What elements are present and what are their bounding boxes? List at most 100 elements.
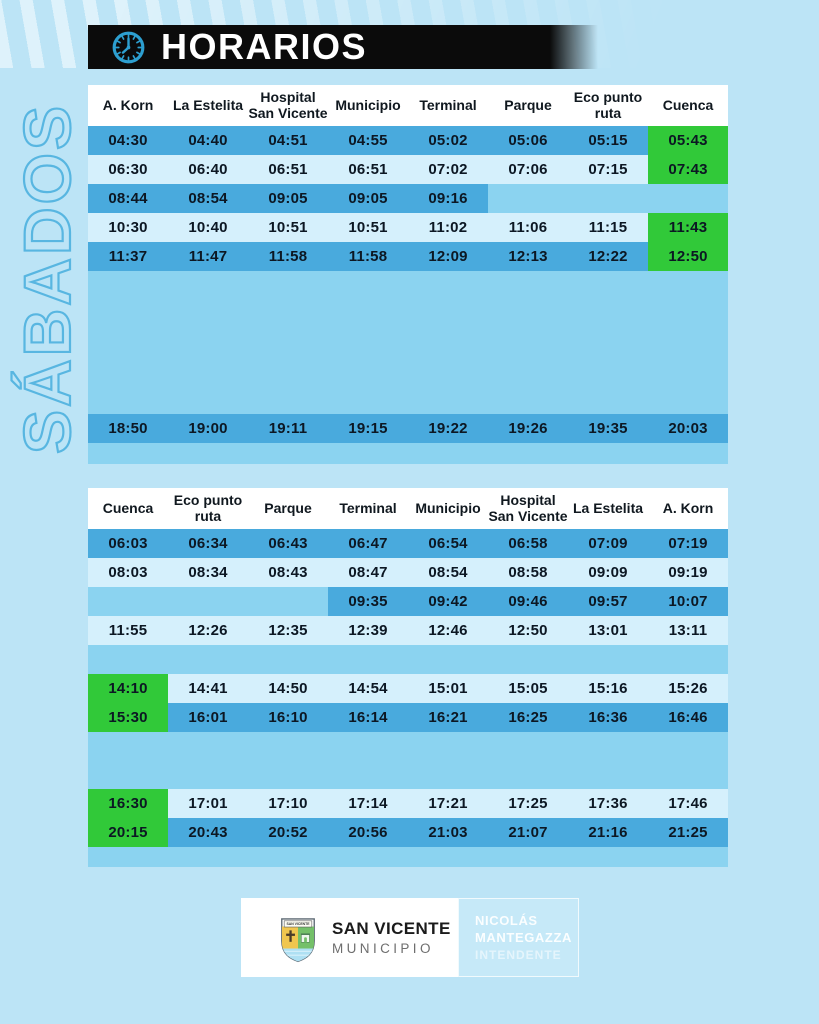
time-cell: 06:58	[488, 529, 568, 558]
mayor-first-name: NICOLÁS	[475, 913, 538, 929]
spacer-row	[88, 443, 728, 464]
time-cell: 09:19	[648, 558, 728, 587]
time-cell: 13:01	[568, 616, 648, 645]
time-cell: 07:15	[568, 155, 648, 184]
time-cell	[248, 587, 328, 616]
page-title: HORARIOS	[161, 26, 368, 67]
time-cell	[88, 587, 168, 616]
time-cell: 18:50	[88, 414, 168, 443]
spacer-row	[88, 847, 728, 867]
time-cell: 19:00	[168, 414, 248, 443]
time-cell: 17:01	[168, 789, 248, 818]
time-cell: 07:06	[488, 155, 568, 184]
time-cell: 16:14	[328, 703, 408, 732]
table-row: 08:03 08:34 08:43 08:47 08:54 08:58 09:09 09:19	[88, 558, 728, 587]
time-cell: 10:40	[168, 213, 248, 242]
time-cell: 12:46	[408, 616, 488, 645]
column-header: Hospital San Vicente	[488, 492, 568, 524]
time-cell: 04:30	[88, 126, 168, 155]
time-cell: 16:01	[168, 703, 248, 732]
time-cell: 09:05	[248, 184, 328, 213]
time-cell: 10:07	[648, 587, 728, 616]
time-cell: 11:58	[328, 242, 408, 271]
time-cell: 20:03	[648, 414, 728, 443]
column-header: A. Korn	[102, 96, 154, 113]
time-cell: 08:58	[488, 558, 568, 587]
time-cell: 07:19	[648, 529, 728, 558]
table-row: 10:30 10:40 10:51 10:51 11:02 11:06 11:15 11:43	[88, 213, 728, 242]
table-row: 06:03 06:34 06:43 06:47 06:54 06:58 07:09 07:19	[88, 529, 728, 558]
time-cell	[568, 184, 648, 213]
time-cell: 08:44	[88, 184, 168, 213]
time-cell: 09:57	[568, 587, 648, 616]
table-row: 04:30 04:40 04:51 04:55 05:02 05:06 05:15 05:43	[88, 126, 728, 155]
time-cell: 12:50	[488, 616, 568, 645]
column-header: Cuenca	[662, 96, 714, 113]
time-cell: 04:40	[168, 126, 248, 155]
time-cell: 06:03	[88, 529, 168, 558]
time-cell: 06:51	[248, 155, 328, 184]
time-cell: 08:54	[168, 184, 248, 213]
time-cell: 11:06	[488, 213, 568, 242]
spacer-row	[88, 645, 728, 674]
time-cell: 17:46	[648, 789, 728, 818]
time-cell: 20:43	[168, 818, 248, 847]
time-cell: 09:05	[328, 184, 408, 213]
time-cell: 11:43	[648, 213, 728, 242]
mayor-card: NICOLÁS MANTEGAZZA INTENDENTE	[458, 898, 579, 977]
time-cell: 12:13	[488, 242, 568, 271]
time-cell: 10:51	[248, 213, 328, 242]
table-row: 14:10 14:41 14:50 14:54 15:01 15:05 15:16 15:26	[88, 674, 728, 703]
time-cell	[168, 587, 248, 616]
table-row: 08:44 08:54 09:05 09:05 09:16	[88, 184, 728, 213]
column-header: Municipio	[335, 96, 401, 113]
column-header: La Estelita	[172, 96, 244, 113]
time-cell: 19:11	[248, 414, 328, 443]
time-cell: 11:47	[168, 242, 248, 271]
time-cell: 06:51	[328, 155, 408, 184]
time-cell: 17:10	[248, 789, 328, 818]
time-cell: 09:46	[488, 587, 568, 616]
column-header: Parque	[504, 96, 552, 113]
time-cell: 17:36	[568, 789, 648, 818]
time-cell: 09:09	[568, 558, 648, 587]
time-cell: 08:34	[168, 558, 248, 587]
time-cell: 11:55	[88, 616, 168, 645]
column-header: Municipio	[415, 499, 481, 516]
time-cell: 09:35	[328, 587, 408, 616]
time-cell: 09:16	[408, 184, 488, 213]
column-header: A. Korn	[662, 499, 714, 516]
time-cell: 11:15	[568, 213, 648, 242]
time-cell: 05:43	[648, 126, 728, 155]
municipal-crest-icon: SAN VICENTE	[281, 917, 315, 962]
time-cell: 06:34	[168, 529, 248, 558]
time-cell: 05:02	[408, 126, 488, 155]
time-cell: 21:03	[408, 818, 488, 847]
column-header: La Estelita	[572, 499, 644, 516]
column-header: Cuenca	[102, 499, 154, 516]
municipality-subtitle: MUNICIPIO	[332, 941, 434, 956]
table-row: 11:37 11:47 11:58 11:58 12:09 12:13 12:22 12:50	[88, 242, 728, 271]
table-header-row: Cuenca Eco punto ruta Parque Terminal Munici…	[88, 488, 728, 529]
column-header: Terminal	[419, 96, 477, 113]
time-cell: 20:52	[248, 818, 328, 847]
time-cell: 11:37	[88, 242, 168, 271]
time-cell: 05:15	[568, 126, 648, 155]
time-cell: 15:05	[488, 674, 568, 703]
time-cell: 08:43	[248, 558, 328, 587]
time-cell: 19:22	[408, 414, 488, 443]
time-cell: 06:47	[328, 529, 408, 558]
time-cell: 08:54	[408, 558, 488, 587]
table-row: 11:55 12:26 12:35 12:39 12:46 12:50 13:01 13:11	[88, 616, 728, 645]
time-cell: 06:54	[408, 529, 488, 558]
time-cell: 14:50	[248, 674, 328, 703]
time-cell: 20:56	[328, 818, 408, 847]
time-cell	[648, 184, 728, 213]
time-cell: 13:11	[648, 616, 728, 645]
title-bar: HORARIOS	[88, 25, 598, 69]
time-cell: 19:15	[328, 414, 408, 443]
time-cell: 14:10	[88, 674, 168, 703]
time-cell: 07:02	[408, 155, 488, 184]
time-cell: 16:10	[248, 703, 328, 732]
time-cell: 20:15	[88, 818, 168, 847]
